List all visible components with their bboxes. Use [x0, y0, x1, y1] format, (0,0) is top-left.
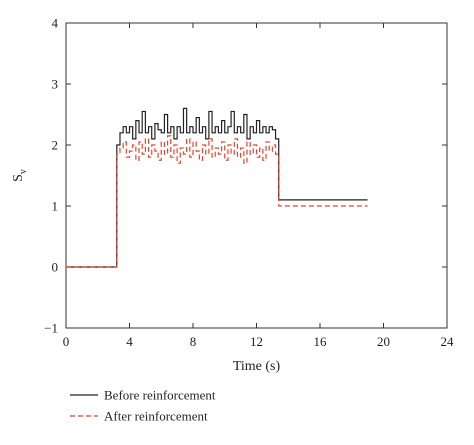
x-tick-label: 0 — [63, 334, 70, 349]
y-axis-label: Sv — [11, 169, 29, 182]
x-tick-label: 16 — [314, 334, 328, 349]
plot-frame — [65, 22, 448, 329]
x-tick-label: 8 — [190, 334, 197, 349]
y-tick-label: 0 — [52, 260, 59, 275]
y-tick-label: 1 — [52, 199, 59, 214]
series-layer — [66, 107, 368, 268]
x-tick-label: 4 — [126, 334, 133, 349]
series-line-after — [66, 135, 368, 268]
x-tick-label: 12 — [250, 334, 263, 349]
legend: Before reinforcement After reinforcement — [70, 388, 216, 424]
y-axis-label-subscript: v — [18, 169, 29, 174]
x-axis-label: Time (s) — [233, 359, 281, 374]
series-line-before — [66, 107, 368, 268]
y-tick-label: 4 — [52, 16, 59, 31]
y-axis-label-main: S — [11, 174, 26, 182]
y-tick-label: −1 — [44, 321, 58, 336]
y-tick-label: 2 — [52, 138, 59, 153]
x-tick-label: 24 — [441, 334, 455, 349]
x-tick-label: 20 — [377, 334, 390, 349]
legend-label-before: Before reinforcement — [104, 388, 216, 403]
legend-label-after: After reinforcement — [104, 409, 208, 424]
y-tick-label: 3 — [52, 77, 59, 92]
